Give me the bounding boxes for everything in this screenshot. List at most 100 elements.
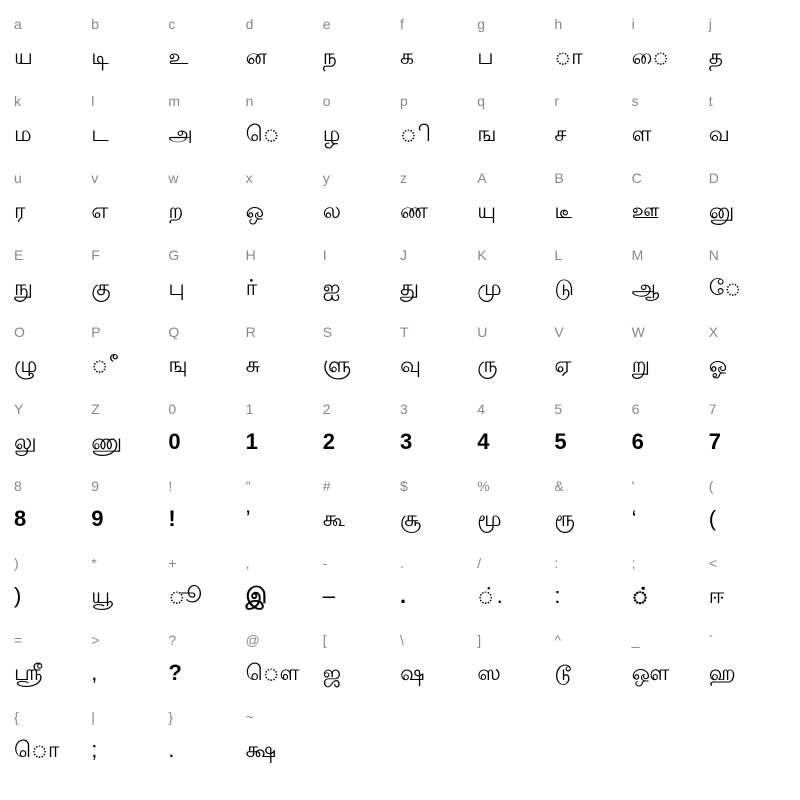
glyph-label: 3 bbox=[400, 429, 477, 455]
key-label: X bbox=[709, 324, 786, 348]
glyph-label: ஏ bbox=[554, 352, 631, 378]
key-label: W bbox=[632, 324, 709, 348]
char-cell: jத bbox=[709, 12, 786, 89]
char-cell: Y லு bbox=[14, 397, 91, 474]
key-label: n bbox=[246, 93, 323, 117]
key-label: 6 bbox=[632, 401, 709, 425]
char-cell: :: bbox=[554, 551, 631, 628]
glyph-label: : bbox=[554, 583, 631, 609]
char-cell: '‘ bbox=[632, 474, 709, 551]
key-label: h bbox=[554, 16, 631, 40]
char-cell: ^ டூ bbox=[554, 628, 631, 705]
glyph-label: ; bbox=[91, 737, 168, 763]
glyph-label: ொ bbox=[14, 737, 91, 763]
key-label: P bbox=[91, 324, 168, 348]
key-label: } bbox=[168, 709, 245, 733]
key-label: r bbox=[554, 93, 631, 117]
char-cell: wற bbox=[168, 166, 245, 243]
key-label: c bbox=[168, 16, 245, 40]
key-label: K bbox=[477, 247, 554, 271]
char-cell: Mஆ bbox=[632, 243, 709, 320]
key-label: 3 bbox=[400, 401, 477, 425]
glyph-label: த bbox=[709, 44, 786, 70]
key-label: Y bbox=[14, 401, 91, 425]
glyph-label: ன bbox=[246, 44, 323, 70]
glyph-label: . bbox=[168, 737, 245, 763]
key-label: F bbox=[91, 247, 168, 271]
glyph-label: ம bbox=[14, 121, 91, 147]
key-label: | bbox=[91, 709, 168, 733]
char-cell: Cஊ bbox=[632, 166, 709, 243]
key-label: d bbox=[246, 16, 323, 40]
glyph-label: ௌ bbox=[246, 660, 323, 686]
char-cell: 77 bbox=[709, 397, 786, 474]
glyph-label: ஈ bbox=[709, 583, 786, 609]
char-cell: Kமு bbox=[477, 243, 554, 320]
key-label: * bbox=[91, 555, 168, 579]
glyph-label: மூ bbox=[477, 506, 554, 532]
key-label: 0 bbox=[168, 401, 245, 425]
key-label: ] bbox=[477, 632, 554, 656]
key-label: / bbox=[477, 555, 554, 579]
key-label: = bbox=[14, 632, 91, 656]
glyph-label: ி bbox=[400, 121, 477, 147]
key-label: l bbox=[91, 93, 168, 117]
key-label: : bbox=[554, 555, 631, 579]
key-label: q bbox=[477, 93, 554, 117]
char-cell: <ஈ bbox=[709, 551, 786, 628]
character-map-grid: aயbடிcஉdனeநfகgபhாiைjதkமlடmஅnெoழpிqஙrசsளt… bbox=[14, 12, 786, 782]
key-label: @ bbox=[246, 632, 323, 656]
char-cell: yல bbox=[323, 166, 400, 243]
key-label: ^ bbox=[554, 632, 631, 656]
key-label: + bbox=[168, 555, 245, 579]
glyph-label: ப bbox=[477, 44, 554, 70]
key-label: ; bbox=[632, 555, 709, 579]
char-cell: Eநு bbox=[14, 243, 91, 320]
char-cell: F கு bbox=[91, 243, 168, 320]
char-cell: =ஸ்ரீ bbox=[14, 628, 91, 705]
char-cell: Wறு bbox=[632, 320, 709, 397]
key-label: u bbox=[14, 170, 91, 194]
key-label: 2 bbox=[323, 401, 400, 425]
char-cell: ?? bbox=[168, 628, 245, 705]
glyph-label: ஒ bbox=[246, 198, 323, 224]
key-label: a bbox=[14, 16, 91, 40]
char-cell: Vஏ bbox=[554, 320, 631, 397]
key-label: o bbox=[323, 93, 400, 117]
char-cell: "’ bbox=[246, 474, 323, 551]
key-label: z bbox=[400, 170, 477, 194]
glyph-label: லு bbox=[14, 429, 91, 455]
key-label: y bbox=[323, 170, 400, 194]
char-cell: 22 bbox=[323, 397, 400, 474]
glyph-label: ர bbox=[14, 198, 91, 224]
char-cell: $சூ bbox=[400, 474, 477, 551]
char-cell: fக bbox=[400, 12, 477, 89]
key-label: Q bbox=[168, 324, 245, 348]
glyph-label: ? bbox=[168, 660, 245, 686]
key-label: H bbox=[246, 247, 323, 271]
glyph-label: சு bbox=[246, 352, 323, 378]
glyph-label: ண bbox=[400, 198, 477, 224]
char-cell: Xஓ bbox=[709, 320, 786, 397]
char-cell: -– bbox=[323, 551, 400, 628]
glyph-label: அ bbox=[168, 121, 245, 147]
char-cell: Q ஙு bbox=[168, 320, 245, 397]
char-cell: Oழு bbox=[14, 320, 91, 397]
glyph-label: ஙு bbox=[168, 352, 245, 378]
glyph-label: எ bbox=[91, 198, 168, 224]
key-label: k bbox=[14, 93, 91, 117]
key-label: 4 bbox=[477, 401, 554, 425]
char-cell: ;் bbox=[632, 551, 709, 628]
glyph-label: ெ bbox=[246, 121, 323, 147]
glyph-label: 6 bbox=[632, 429, 709, 455]
glyph-label: . bbox=[400, 583, 477, 609]
char-cell: qங bbox=[477, 89, 554, 166]
char-cell: sள bbox=[632, 89, 709, 166]
glyph-label: டூ bbox=[554, 660, 631, 686]
key-label: B bbox=[554, 170, 631, 194]
glyph-label: கு bbox=[91, 275, 168, 301]
glyph-label: ே bbox=[709, 275, 786, 301]
glyph-label: ’ bbox=[246, 506, 323, 532]
glyph-label: ச bbox=[554, 121, 631, 147]
key-label: D bbox=[709, 170, 786, 194]
